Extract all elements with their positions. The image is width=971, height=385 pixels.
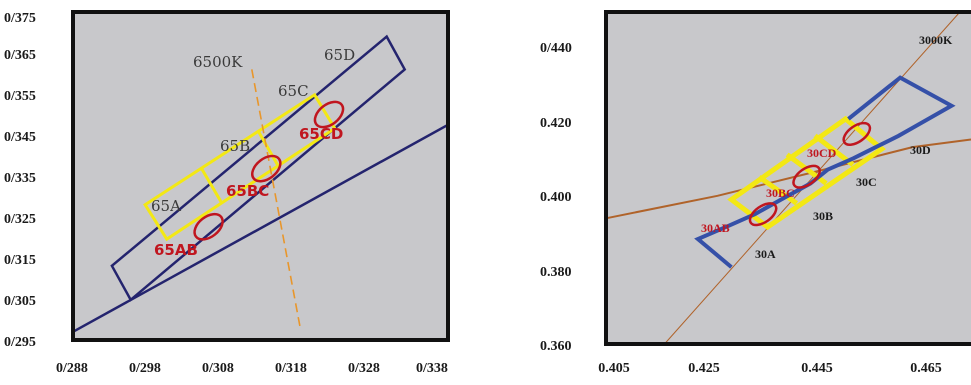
y-tick-label: 0.400: [540, 190, 572, 205]
bin-label-30d: 30D: [910, 143, 931, 157]
x-tick-label: 0/288: [56, 361, 88, 376]
y-tick-label: 0.360: [540, 339, 572, 354]
x-tick-label: 0.445: [801, 361, 833, 376]
isotherm-label-6500k: 6500K: [193, 53, 243, 71]
left-plot-frame: [71, 10, 450, 342]
bin-30-blue-outline: [694, 75, 956, 269]
x-tick-label: 0/298: [129, 361, 161, 376]
right-graphics: [605, 11, 971, 345]
x-tick-label: 0.425: [688, 361, 720, 376]
subbin-ellipse: [313, 100, 345, 129]
subbin-label-65cd: 65CD: [299, 125, 343, 143]
x-tick-label: 0/328: [348, 361, 380, 376]
bin-label-65a: 65A: [151, 197, 181, 215]
y-tick-label: 0/325: [4, 212, 36, 227]
subbin-ellipse: [842, 121, 872, 146]
subbin-label-30bc: 30BC: [766, 186, 795, 200]
yellow-divider: [200, 167, 223, 204]
yellow-divider: [256, 130, 280, 167]
subbin-label-30ab: 30AB: [701, 221, 730, 235]
y-tick-label: 0/345: [4, 130, 36, 145]
x-tick-label: 0/318: [275, 361, 307, 376]
bin-30-yellow-region: [727, 115, 886, 231]
isotherm-6500k-line: [251, 69, 301, 328]
subbin-ellipse: [193, 212, 224, 241]
bin-label-30a: 30A: [755, 247, 776, 261]
isotherm-3000k-line: [664, 11, 961, 345]
y-tick-label: 0.420: [540, 116, 572, 131]
y-tick-label: 0/365: [4, 48, 36, 63]
x-tick-label: 0/308: [202, 361, 234, 376]
subbin-label-65bc: 65BC: [226, 182, 269, 200]
x-tick-label: 0/338: [416, 361, 448, 376]
y-tick-label: 0/295: [4, 335, 36, 350]
bin-label-65b: 65B: [220, 137, 250, 155]
y-tick-label: 0.380: [540, 265, 572, 280]
right-panel: 3000K 30A 30B 30C 30D 30AB 30BC 30CD 0/4…: [540, 10, 971, 376]
y-tick-label: 0/375: [4, 11, 36, 26]
subbin-ellipse: [251, 154, 282, 183]
x-tick-label: 0.465: [910, 361, 942, 376]
bin-label-30b: 30B: [813, 209, 833, 223]
y-tick-label: 0/440: [540, 41, 572, 56]
subbin-ellipse: [792, 164, 821, 189]
left-graphics: [72, 34, 449, 333]
subbin-label-65ab: 65AB: [154, 241, 198, 259]
bin-label-30c: 30C: [856, 175, 877, 189]
bin-label-65d: 65D: [324, 46, 355, 64]
y-tick-label: 0/355: [4, 89, 36, 104]
y-tick-label: 0/305: [4, 294, 36, 309]
y-tick-label: 0/335: [4, 171, 36, 186]
bin-65-outline: [110, 34, 407, 302]
x-tick-label: 0.405: [598, 361, 630, 376]
subbin-ellipse: [748, 202, 778, 227]
yellow-divider: [757, 175, 799, 206]
bin-label-65c: 65C: [278, 82, 309, 100]
isotherm-label-3000k: 3000K: [919, 33, 953, 47]
subbin-label-30cd: 30CD: [807, 146, 837, 160]
y-tick-label: 0/315: [4, 253, 36, 268]
left-panel: 6500K 65A 65B 65C 65D 65AB 65BC 65CD 0/3…: [4, 10, 450, 376]
right-plot-frame: [604, 10, 971, 346]
